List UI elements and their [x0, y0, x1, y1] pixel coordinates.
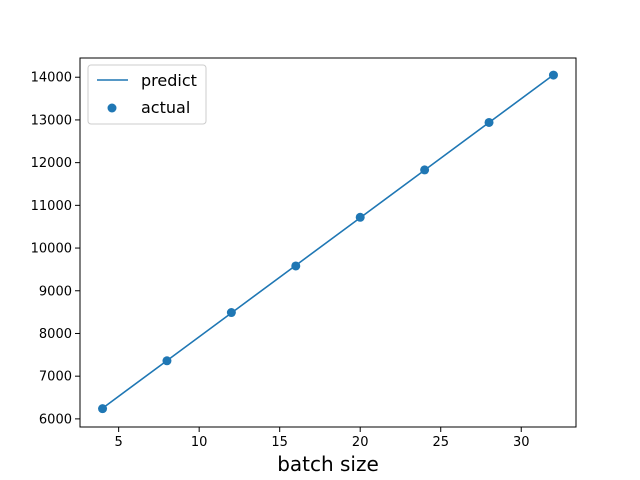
axes-frame — [79, 57, 577, 428]
x-tick-label: 30 — [513, 435, 530, 450]
x-axis: 5 10 15 20 25 30 — [115, 427, 530, 450]
legend-marker-actual — [107, 103, 117, 113]
scatter-point-actual — [291, 261, 301, 271]
x-tick-label: 20 — [352, 435, 369, 450]
x-tick-label: 10 — [191, 435, 208, 450]
scatter-point-actual — [548, 70, 558, 80]
y-tick-label: 14000 — [31, 71, 72, 86]
x-tick-label: 25 — [432, 435, 449, 450]
legend-label-actual: actual — [141, 98, 190, 117]
y-tick-label: 12000 — [31, 156, 72, 171]
scatter-point-actual — [355, 212, 365, 222]
scatter-point-actual — [98, 404, 108, 414]
scatter-point-actual — [226, 308, 236, 318]
scatter-point-actual — [484, 117, 494, 127]
x-tick-label: 15 — [271, 435, 288, 450]
y-tick-label: 6000 — [39, 412, 72, 427]
y-tick-label: 10000 — [31, 242, 72, 257]
y-tick-label: 8000 — [39, 327, 72, 342]
legend: predict actual — [87, 64, 207, 125]
y-tick-label: 9000 — [39, 284, 72, 299]
x-tick-label: 5 — [115, 435, 123, 450]
x-axis-title: batch size — [277, 452, 379, 476]
y-axis: 6000 7000 8000 9000 10000 11000 12000 13000 1400… — [31, 71, 80, 427]
y-tick-label: 11000 — [31, 199, 72, 214]
scatter-point-actual — [420, 165, 430, 175]
y-tick-label: 7000 — [39, 370, 72, 385]
series-line-predict — [102, 74, 554, 409]
y-tick-label: 13000 — [31, 113, 72, 128]
plot-area — [98, 70, 558, 414]
legend-label-predict: predict — [141, 71, 197, 90]
scatter-point-actual — [162, 356, 172, 366]
